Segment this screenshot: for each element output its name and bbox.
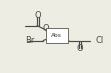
Text: O: O bbox=[77, 44, 83, 53]
Text: O: O bbox=[35, 11, 41, 20]
Text: O: O bbox=[43, 25, 49, 34]
Text: Br: Br bbox=[25, 36, 34, 45]
Text: Cl: Cl bbox=[95, 36, 103, 45]
Text: Abs: Abs bbox=[52, 33, 62, 38]
